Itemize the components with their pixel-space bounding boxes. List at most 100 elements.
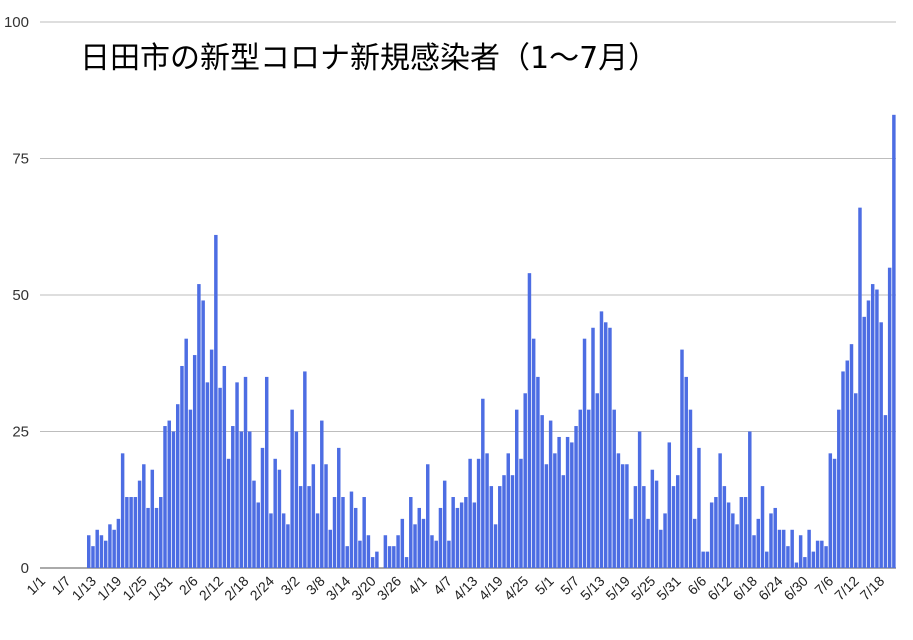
x-tick-label: 4/19 bbox=[475, 573, 506, 604]
bar bbox=[341, 497, 345, 568]
bar bbox=[426, 464, 430, 568]
bar bbox=[548, 420, 553, 568]
bar bbox=[765, 551, 769, 568]
bar bbox=[209, 349, 214, 568]
bar bbox=[824, 546, 828, 568]
chart-title: 日田市の新型コロナ新規感染者（1〜7月） bbox=[80, 41, 658, 76]
bar bbox=[307, 486, 311, 568]
bar bbox=[252, 480, 256, 568]
bar bbox=[476, 458, 481, 568]
x-tick-label: 5/13 bbox=[577, 573, 608, 604]
bar bbox=[739, 497, 744, 568]
bar bbox=[349, 491, 354, 568]
bar bbox=[171, 431, 176, 568]
bar bbox=[642, 486, 646, 568]
bar bbox=[99, 535, 104, 568]
bar bbox=[870, 284, 875, 568]
bar bbox=[718, 453, 722, 568]
bar bbox=[841, 371, 845, 568]
bar bbox=[858, 207, 862, 568]
bar bbox=[743, 497, 748, 568]
bar bbox=[498, 486, 502, 568]
bar bbox=[184, 338, 188, 568]
bar bbox=[417, 507, 421, 568]
bar bbox=[239, 431, 244, 568]
x-tick-label: 6/24 bbox=[755, 573, 786, 604]
bar bbox=[468, 458, 472, 568]
bar bbox=[866, 300, 871, 568]
bar bbox=[773, 507, 777, 568]
bar bbox=[180, 365, 184, 568]
bar bbox=[667, 442, 672, 568]
bar bbox=[472, 502, 477, 568]
bar bbox=[167, 420, 171, 568]
bar bbox=[464, 497, 468, 568]
x-tick-label: 5/19 bbox=[602, 573, 633, 604]
x-tick-label: 1/13 bbox=[69, 573, 100, 604]
bar bbox=[578, 409, 583, 568]
bar bbox=[413, 524, 417, 568]
bar bbox=[570, 442, 574, 568]
bar bbox=[760, 486, 765, 568]
bar bbox=[95, 529, 99, 568]
bar bbox=[646, 518, 650, 568]
bar bbox=[438, 507, 443, 568]
bar bbox=[879, 322, 883, 568]
bar bbox=[396, 535, 400, 568]
x-tick-label: 4/13 bbox=[450, 573, 481, 604]
bar bbox=[557, 436, 561, 568]
x-tick-label: 5/25 bbox=[628, 573, 659, 604]
x-tick-label: 6/18 bbox=[730, 573, 761, 604]
y-tick-label: 50 bbox=[12, 287, 29, 304]
bar bbox=[400, 518, 405, 568]
bar bbox=[370, 557, 375, 568]
bar bbox=[506, 453, 510, 568]
bar bbox=[218, 387, 222, 568]
bar bbox=[392, 546, 396, 568]
bar bbox=[375, 551, 379, 568]
bar bbox=[811, 551, 816, 568]
bar bbox=[587, 409, 591, 568]
bar bbox=[777, 529, 782, 568]
bar bbox=[781, 529, 786, 568]
bar bbox=[862, 316, 866, 568]
bar bbox=[561, 475, 566, 568]
bar bbox=[659, 529, 663, 568]
bar bbox=[315, 513, 320, 568]
bar bbox=[201, 300, 205, 568]
bar bbox=[676, 475, 680, 568]
bar bbox=[87, 535, 91, 568]
bar bbox=[286, 524, 290, 568]
bar bbox=[137, 480, 142, 568]
bar bbox=[231, 426, 235, 568]
bar bbox=[328, 529, 333, 568]
bar bbox=[790, 529, 794, 568]
bar bbox=[159, 497, 163, 568]
bar bbox=[129, 497, 133, 568]
bar bbox=[692, 518, 697, 568]
bar bbox=[404, 557, 409, 568]
bar bbox=[362, 497, 366, 568]
bar bbox=[582, 338, 587, 568]
bar bbox=[133, 497, 138, 568]
bar bbox=[722, 486, 727, 568]
bar bbox=[815, 540, 820, 568]
bar bbox=[154, 507, 159, 568]
bar bbox=[91, 546, 95, 568]
x-tick-label: 1/31 bbox=[145, 573, 176, 604]
x-tick-label: 2/12 bbox=[196, 573, 227, 604]
bar bbox=[311, 464, 316, 568]
bar bbox=[281, 513, 286, 568]
bar bbox=[192, 355, 197, 568]
x-tick-label: 7/18 bbox=[857, 573, 888, 604]
bar bbox=[603, 322, 608, 568]
bar bbox=[553, 453, 557, 568]
bar bbox=[489, 486, 494, 568]
x-tick-label: 6/12 bbox=[704, 573, 735, 604]
bar bbox=[625, 464, 629, 568]
bar bbox=[103, 540, 108, 568]
bar bbox=[108, 524, 112, 568]
x-tick-label: 3/26 bbox=[374, 573, 405, 604]
bar bbox=[735, 524, 739, 568]
bar bbox=[337, 447, 341, 568]
